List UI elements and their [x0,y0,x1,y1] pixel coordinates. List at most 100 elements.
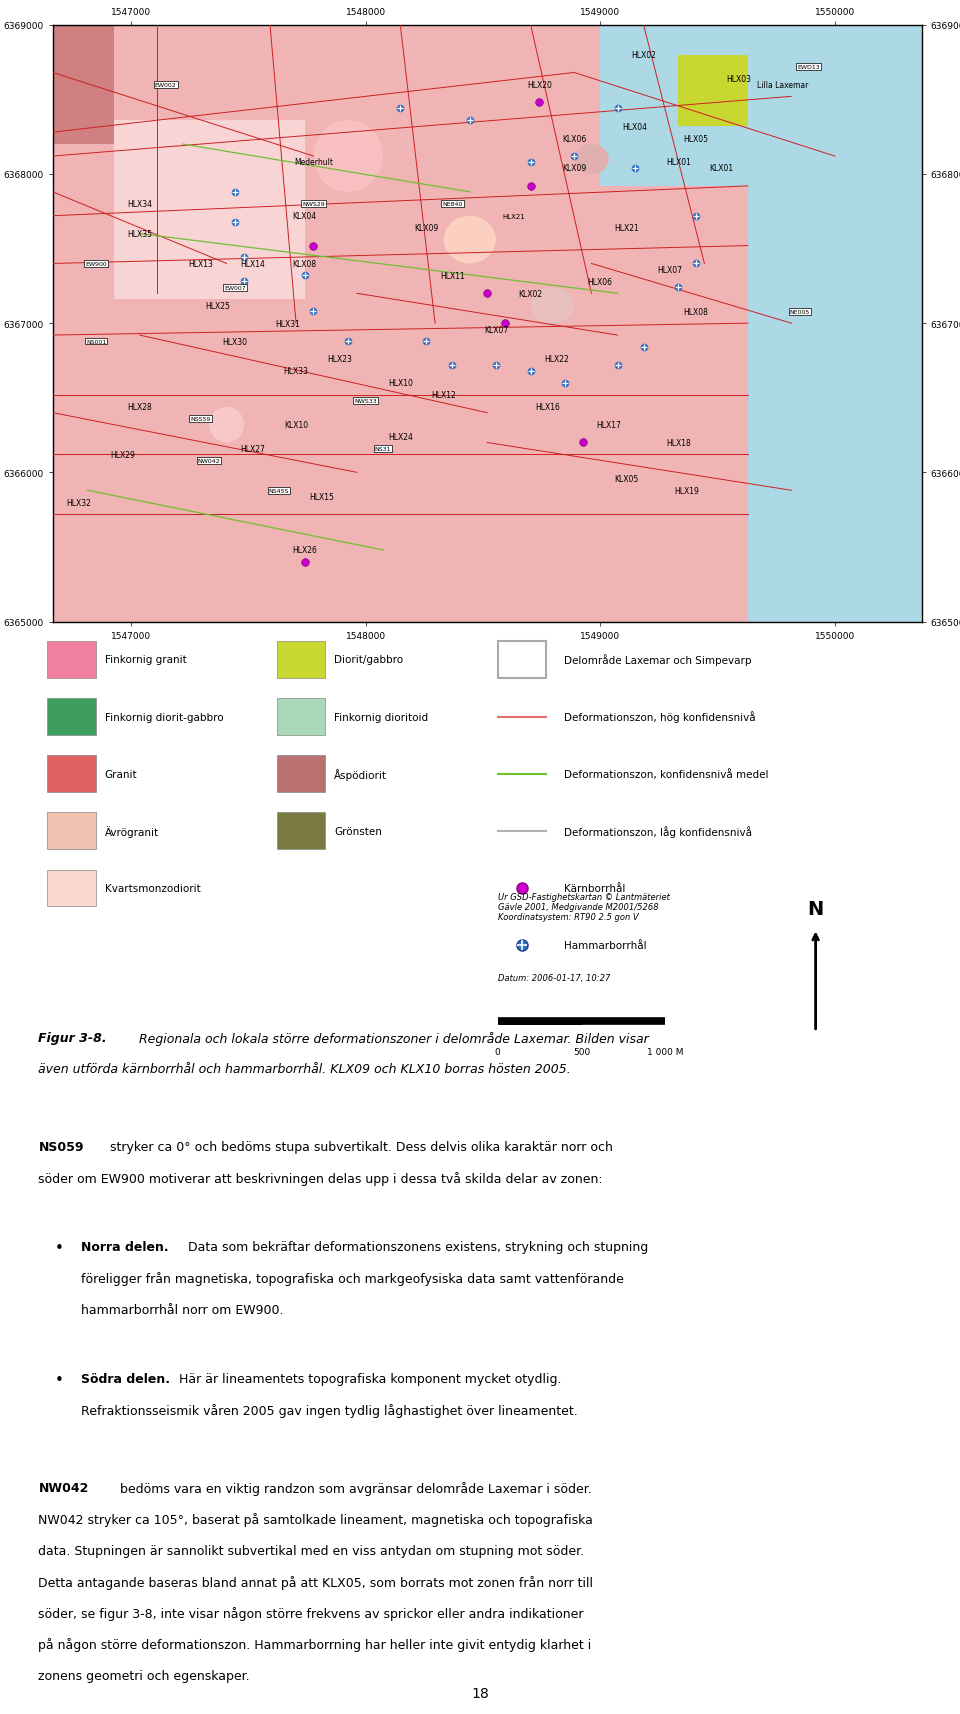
Text: Södra delen.: Södra delen. [81,1371,170,1385]
Text: EW900: EW900 [85,262,108,267]
Ellipse shape [444,216,496,264]
Bar [47,641,96,679]
Text: HLX26: HLX26 [292,547,317,555]
Text: HLX13: HLX13 [188,261,213,269]
Text: EWD13: EWD13 [798,65,820,70]
Text: HLX28: HLX28 [128,403,152,411]
Ellipse shape [313,122,383,192]
Text: HLX06: HLX06 [588,278,612,286]
Text: Granit: Granit [105,770,137,780]
Text: zonens geometri och egenskaper.: zonens geometri och egenskaper. [38,1669,250,1681]
Text: NE005: NE005 [790,310,810,314]
Text: Detta antagande baseras bland annat på att KLX05, som borrats mot zonen från nor: Detta antagande baseras bland annat på a… [38,1575,593,1589]
FancyBboxPatch shape [679,55,748,127]
Text: 0: 0 [494,1047,500,1056]
Text: NSS59: NSS59 [190,417,210,422]
Text: EW002: EW002 [155,82,177,87]
Text: HLX02: HLX02 [631,51,656,60]
Text: HLX21: HLX21 [613,225,638,233]
Bar [276,812,325,850]
Text: Datum: 2006-01-17, 10:27: Datum: 2006-01-17, 10:27 [497,974,610,982]
Text: KLX05: KLX05 [614,475,638,483]
Text: 1 000 M: 1 000 M [647,1047,684,1056]
Text: Finkornig granit: Finkornig granit [105,655,186,665]
Text: HLX25: HLX25 [205,302,230,310]
Text: Regionala och lokala större deformationszoner i delområde Laxemar. Bilden visar: Regionala och lokala större deformations… [132,1030,649,1046]
Ellipse shape [574,146,609,175]
Text: bedöms vara en viktig randzon som avgränsar delområde Laxemar i söder.: bedöms vara en viktig randzon som avgrän… [116,1481,592,1495]
Text: Refraktionsseismik våren 2005 gav ingen tydlig låghastighet över lineamentet.: Refraktionsseismik våren 2005 gav ingen … [81,1404,578,1417]
Text: data. Stupningen är sannolikt subvertikal med en viss antydan om stupning mot sö: data. Stupningen är sannolikt subvertika… [38,1544,585,1556]
Bar [53,26,748,622]
Text: KLX09: KLX09 [562,165,587,173]
Text: NS31: NS31 [374,447,391,452]
Text: HLX07: HLX07 [658,266,683,274]
Text: Deformationszon, låg konfidensnivå: Deformationszon, låg konfidensnivå [564,826,752,836]
Text: Finkornig diorit-gabbro: Finkornig diorit-gabbro [105,711,224,722]
Text: HLX35: HLX35 [127,230,153,238]
Text: Mederhult: Mederhult [294,158,333,168]
Text: Kärnborrhål: Kärnborrhål [564,883,625,893]
Text: HLX30: HLX30 [223,338,248,346]
Text: NE840: NE840 [443,202,463,207]
Text: NW042: NW042 [198,459,221,463]
Text: HLX27: HLX27 [240,444,265,454]
Text: HLX01: HLX01 [666,158,691,168]
Text: HLX17: HLX17 [596,422,621,430]
Text: HLX10: HLX10 [388,379,413,387]
Ellipse shape [531,288,574,324]
Text: NS059: NS059 [38,1140,84,1154]
Text: Ävrögranit: Ävrögranit [105,826,158,836]
Bar [47,699,96,735]
Text: HLX31: HLX31 [275,319,300,329]
Text: NS45S: NS45S [269,488,289,494]
Text: Grönsten: Grönsten [334,826,382,836]
Text: HLX18: HLX18 [666,439,690,447]
Text: 500: 500 [573,1047,590,1056]
Bar [47,756,96,792]
Text: NW042: NW042 [38,1481,88,1495]
Text: HLX16: HLX16 [536,403,561,411]
Text: Ur GSD-Fastighetskartan © Lantmäteriet
Gävle 2001, Medgivande M2001/5268
Koordin: Ur GSD-Fastighetskartan © Lantmäteriet G… [497,891,669,922]
Text: HLX34: HLX34 [127,201,153,209]
Text: HLX23: HLX23 [327,355,352,365]
Text: Data som bekräftar deformationszonens existens, strykning och stupning: Data som bekräftar deformationszonens ex… [184,1241,648,1253]
Text: KLX08: KLX08 [293,261,317,269]
Ellipse shape [209,408,244,444]
Text: HLX32: HLX32 [66,499,91,507]
Text: NS001: NS001 [86,339,107,345]
Text: Hammarborrhål: Hammarborrhål [564,941,646,951]
Text: HLX11: HLX11 [440,273,465,281]
Text: på någon större deformationszon. Hammarborrning har heller inte givit entydig kl: på någon större deformationszon. Hammarb… [38,1637,591,1652]
Text: stryker ca 0° och bedöms stupa subvertikalt. Dess delvis olika karaktär norr och: stryker ca 0° och bedöms stupa subvertik… [107,1140,613,1154]
Text: HLX19: HLX19 [675,487,700,495]
FancyBboxPatch shape [113,122,304,300]
Text: KLX10: KLX10 [284,422,308,430]
Text: HLX24: HLX24 [388,432,413,442]
Text: KLX01: KLX01 [709,165,733,173]
Bar [276,756,325,792]
Bar [47,871,96,907]
Text: söder om EW900 motiverar att beskrivningen delas upp i dessa två skilda delar av: söder om EW900 motiverar att beskrivning… [38,1172,603,1186]
Text: HLX15: HLX15 [310,492,335,502]
Text: Diorit/gabbro: Diorit/gabbro [334,655,403,665]
Text: KLX06: KLX06 [562,134,587,144]
Bar [276,699,325,735]
Text: NWS33: NWS33 [354,399,377,405]
Text: Deformationszon, hög konfidensnivå: Deformationszon, hög konfidensnivå [564,711,756,723]
Text: Kvartsmonzodiorit: Kvartsmonzodiorit [105,883,201,893]
Text: KLX07: KLX07 [484,326,508,334]
Text: KLX04: KLX04 [293,213,317,221]
Text: •: • [55,1371,63,1387]
Text: 18: 18 [471,1687,489,1700]
Text: NW042 stryker ca 105°, baserat på samtolkade lineament, magnetiska och topografi: NW042 stryker ca 105°, baserat på samtol… [38,1512,593,1527]
Bar [497,641,546,679]
Text: HLX12: HLX12 [431,391,456,399]
Text: Deformationszon, konfidensnivå medel: Deformationszon, konfidensnivå medel [564,770,768,780]
Text: söder, se figur 3-8, inte visar någon större frekvens av sprickor eller andra in: söder, se figur 3-8, inte visar någon st… [38,1606,584,1620]
Text: KLX09: KLX09 [415,225,439,233]
Text: HLX08: HLX08 [684,307,708,317]
Text: även utförda kärnborrhål och hammarborrhål. KLX09 och KLX10 borras hösten 2005.: även utförda kärnborrhål och hammarborrh… [38,1063,571,1075]
Bar [276,641,325,679]
Text: Figur 3-8.: Figur 3-8. [38,1030,107,1044]
